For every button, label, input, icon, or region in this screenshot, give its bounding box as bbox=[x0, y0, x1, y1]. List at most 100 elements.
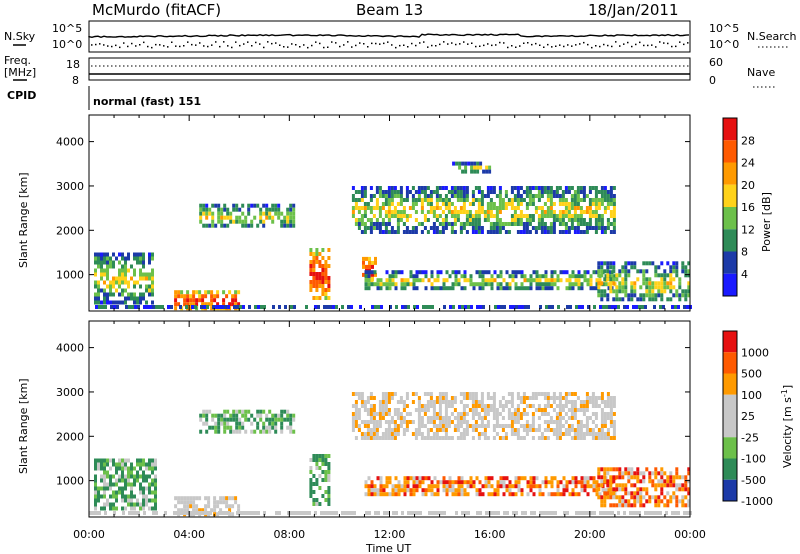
heatmap-cell bbox=[614, 305, 617, 309]
nsearch-dot bbox=[183, 45, 185, 47]
heatmap-cell bbox=[472, 286, 476, 291]
heatmap-cell bbox=[502, 492, 506, 497]
heatmap-cell bbox=[366, 396, 370, 400]
heatmap-cell bbox=[327, 498, 331, 502]
heatmap-cell bbox=[151, 458, 154, 463]
heatmap-cell bbox=[432, 412, 436, 416]
heatmap-cell bbox=[399, 186, 403, 190]
heatmap-cell bbox=[609, 503, 613, 508]
heatmap-cell bbox=[523, 286, 527, 291]
heatmap-cell bbox=[103, 470, 106, 475]
heatmap-cell bbox=[492, 222, 496, 226]
heatmap-cell bbox=[603, 467, 607, 472]
heatmap-cell bbox=[142, 260, 145, 265]
heatmap-cell bbox=[534, 428, 538, 432]
heatmap-cell bbox=[591, 198, 595, 202]
heatmap-cell bbox=[498, 194, 502, 198]
heatmap-cell bbox=[363, 190, 367, 194]
heatmap-cell bbox=[106, 470, 109, 475]
heatmap-cell bbox=[621, 471, 625, 476]
heatmap-cell bbox=[633, 281, 637, 286]
heatmap-cell bbox=[663, 289, 667, 294]
heatmap-cell bbox=[374, 305, 377, 309]
heatmap-cell bbox=[669, 289, 673, 294]
heatmap-cell bbox=[312, 474, 316, 478]
heatmap-cell bbox=[591, 396, 595, 400]
heatmap-cell bbox=[488, 165, 492, 170]
heatmap-cell bbox=[588, 432, 592, 436]
heatmap-cell bbox=[549, 210, 553, 214]
heatmap-cell bbox=[648, 261, 652, 266]
colorbar-swatch bbox=[723, 118, 737, 141]
heatmap-cell bbox=[597, 281, 601, 286]
heatmap-cell bbox=[448, 480, 452, 485]
heatmap-cell bbox=[567, 226, 571, 230]
heatmap-cell bbox=[663, 503, 667, 508]
heatmap-cell bbox=[167, 305, 170, 309]
heatmap-cell bbox=[454, 282, 458, 287]
heatmap-cell bbox=[216, 290, 220, 295]
heatmap-cell bbox=[583, 480, 587, 485]
heatmap-cell bbox=[570, 222, 574, 226]
heatmap-cell bbox=[366, 424, 370, 428]
heatmap-cell bbox=[511, 270, 515, 275]
heatmap-cell bbox=[568, 492, 572, 497]
heatmap-cell bbox=[510, 206, 514, 210]
heatmap-cell bbox=[444, 198, 448, 202]
heatmap-cell bbox=[633, 499, 637, 504]
heatmap-cell bbox=[263, 305, 266, 309]
heatmap-cell bbox=[427, 278, 431, 283]
heatmap-cell bbox=[502, 484, 506, 489]
heatmap-cell bbox=[366, 420, 370, 424]
heatmap-cell bbox=[391, 282, 395, 287]
heatmap-cell bbox=[318, 276, 322, 280]
heatmap-cell bbox=[444, 424, 448, 428]
heatmap-cell bbox=[546, 428, 550, 432]
heatmap-cell bbox=[450, 214, 454, 218]
heatmap-cell bbox=[133, 466, 136, 471]
heatmap-cell bbox=[501, 198, 505, 202]
heatmap-cell bbox=[586, 492, 590, 497]
heatmap-cell bbox=[118, 292, 121, 297]
heatmap-cell bbox=[109, 292, 112, 297]
heatmap-cell bbox=[609, 190, 613, 194]
heatmap-cell bbox=[657, 285, 661, 290]
heatmap-cell bbox=[654, 265, 658, 270]
heatmap-cell bbox=[127, 494, 130, 499]
heatmap-cell bbox=[580, 480, 584, 485]
heatmap-cell bbox=[277, 413, 281, 418]
heatmap-cell bbox=[432, 210, 436, 214]
heatmap-cell bbox=[318, 486, 322, 490]
heatmap-cell bbox=[648, 479, 652, 484]
colorbar-tick-label: -1000 bbox=[741, 495, 773, 508]
heatmap-cell bbox=[142, 502, 145, 507]
heatmap-cell bbox=[513, 214, 517, 218]
heatmap-cell bbox=[216, 302, 220, 307]
heatmap-cell bbox=[94, 256, 97, 261]
heatmap-cell bbox=[327, 478, 331, 482]
heatmap-cell bbox=[479, 165, 483, 170]
heatmap-cell bbox=[142, 474, 145, 479]
heatmap-cell bbox=[369, 428, 373, 432]
heatmap-cell bbox=[579, 400, 583, 404]
heatmap-cell bbox=[465, 404, 469, 408]
heatmap-cell bbox=[397, 488, 401, 493]
heatmap-cell bbox=[414, 436, 418, 440]
heatmap-cell bbox=[100, 458, 103, 463]
heatmap-cell bbox=[286, 409, 290, 414]
colorbar-swatch bbox=[723, 331, 737, 353]
heatmap-cell bbox=[415, 286, 419, 291]
heatmap-cell bbox=[672, 491, 676, 496]
colorbar-swatch bbox=[723, 140, 737, 163]
heatmap-cell bbox=[324, 280, 328, 284]
heatmap-cell bbox=[133, 284, 136, 289]
heatmap-cell bbox=[100, 288, 103, 293]
heatmap-cell bbox=[97, 490, 100, 495]
heatmap-cell bbox=[648, 475, 652, 480]
heatmap-cell bbox=[528, 186, 532, 190]
heatmap-cell bbox=[615, 285, 619, 290]
heatmap-cell bbox=[268, 215, 272, 220]
heatmap-cell bbox=[220, 211, 224, 216]
heatmap-cell bbox=[669, 273, 673, 278]
heatmap-cell bbox=[504, 436, 508, 440]
